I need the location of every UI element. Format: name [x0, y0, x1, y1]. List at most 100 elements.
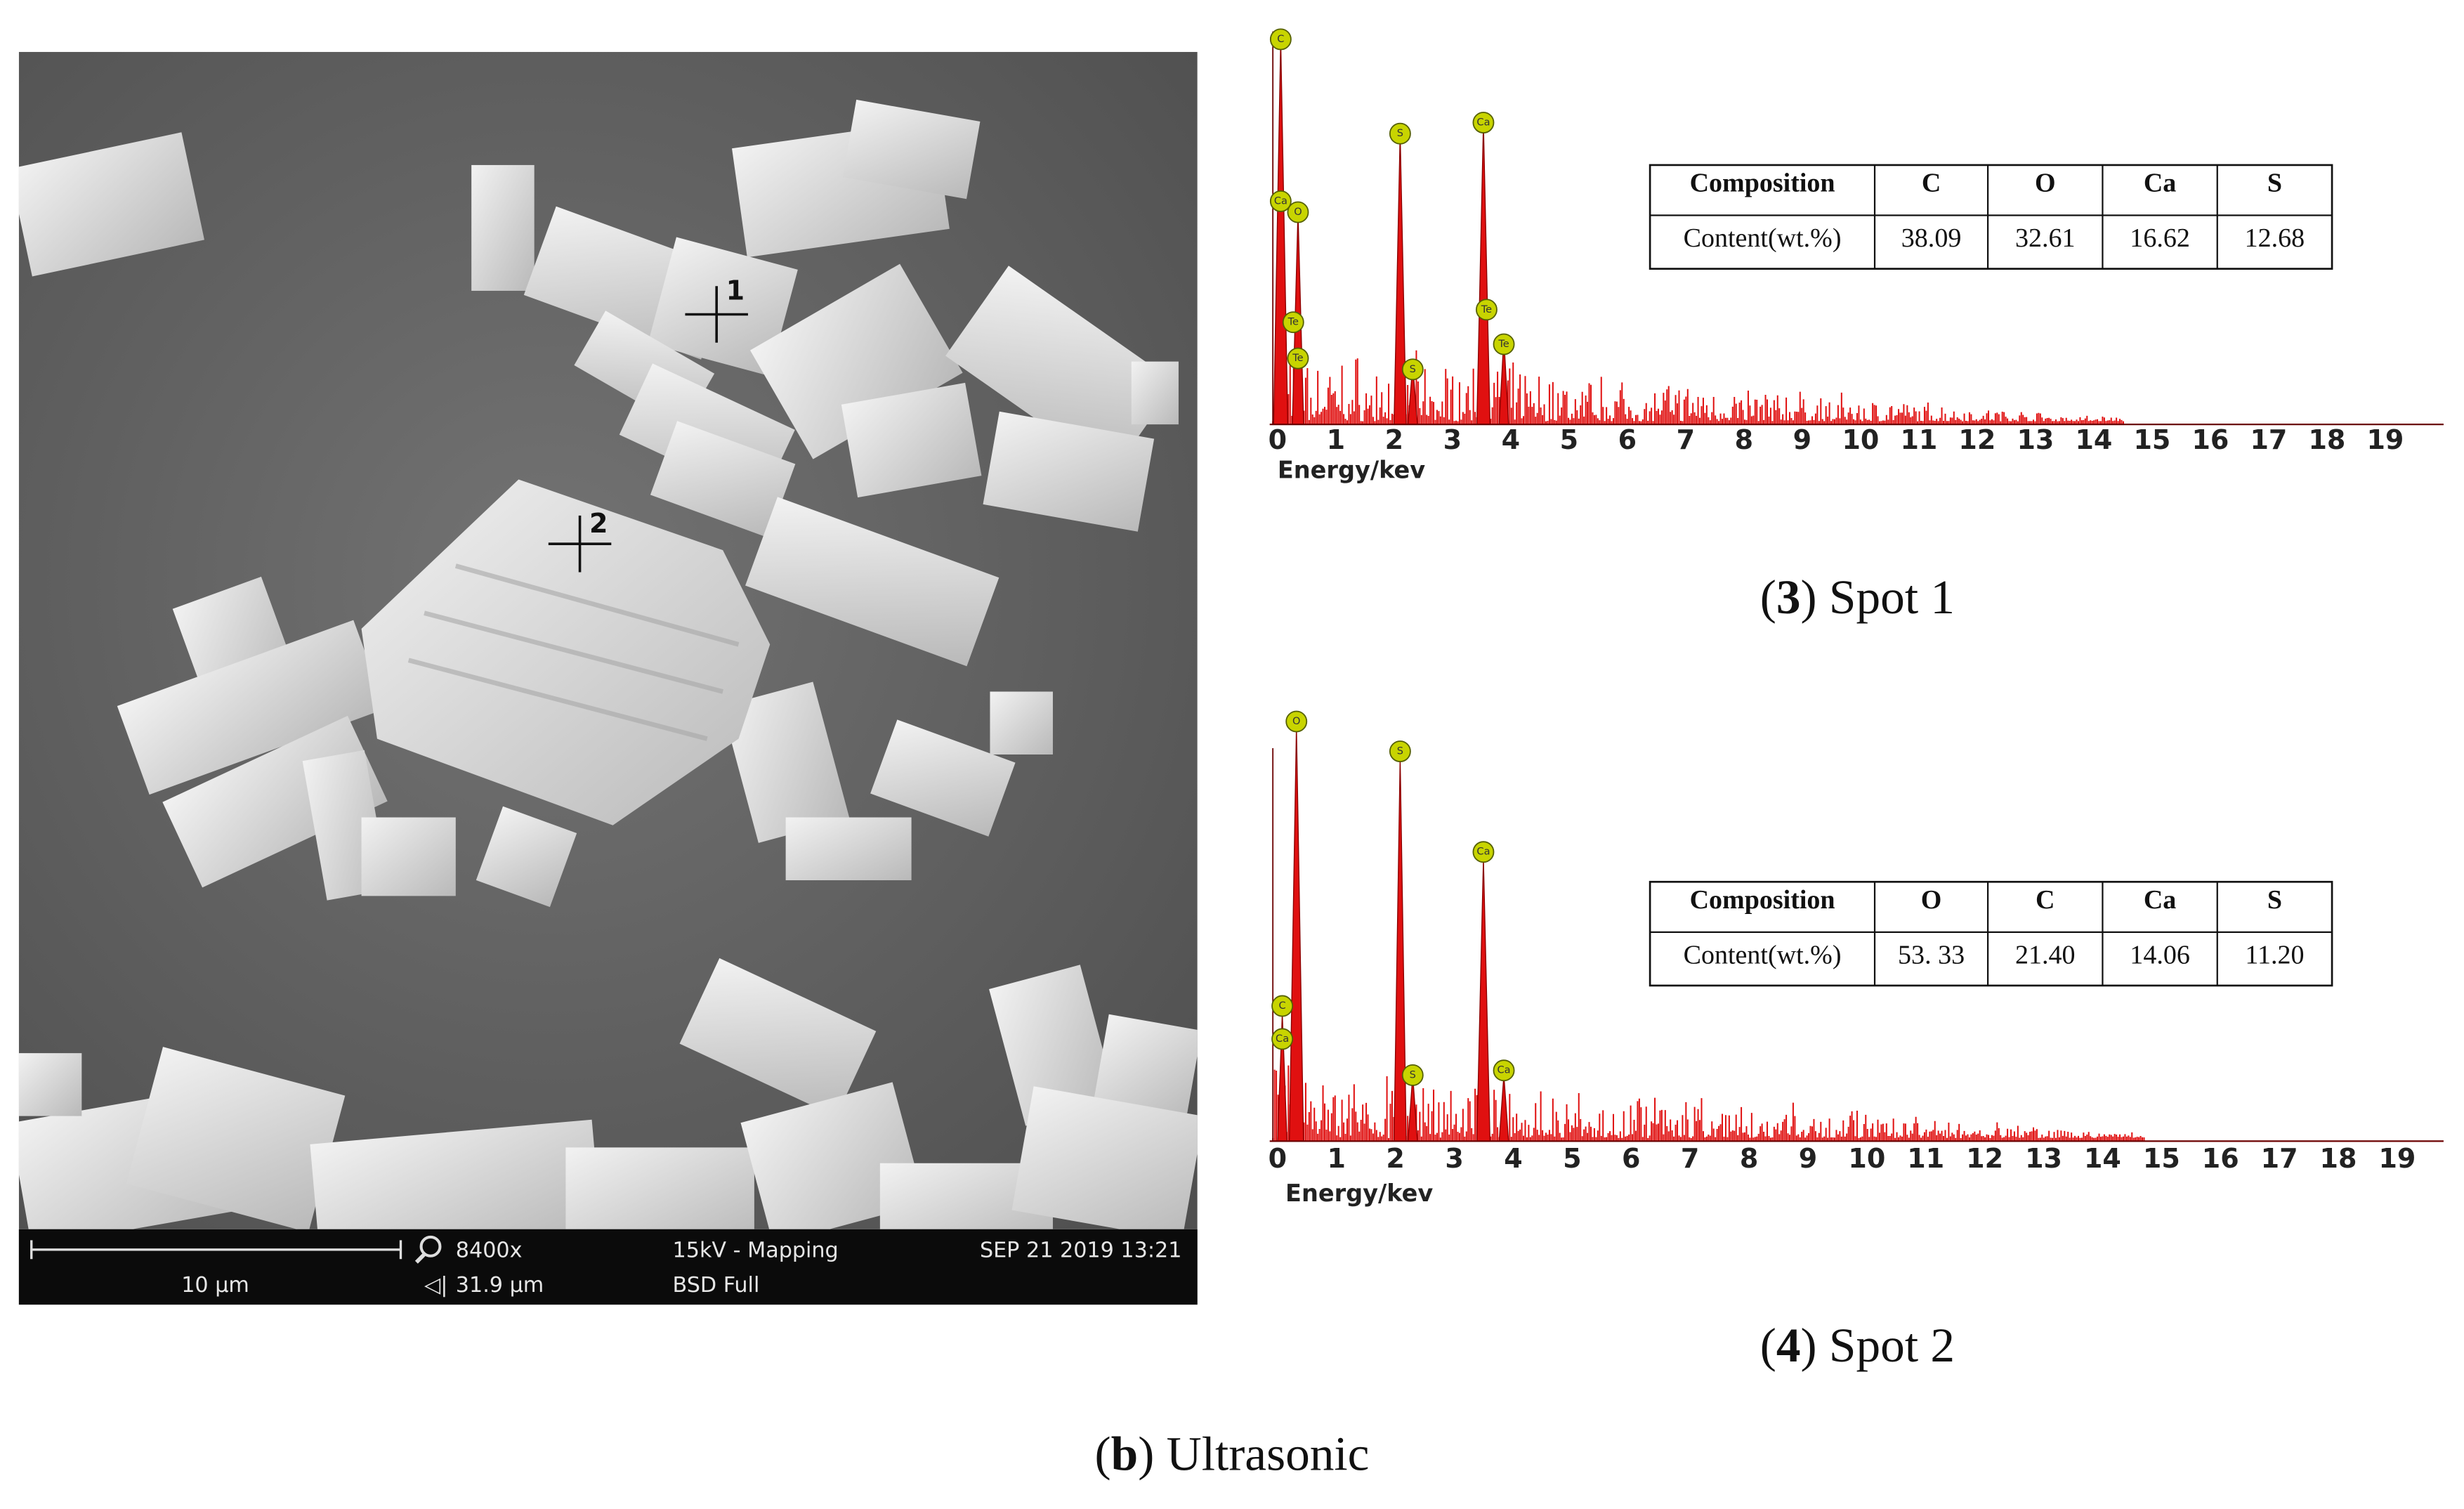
crystal — [1092, 1014, 1198, 1124]
table-cell: Content(wt.%) — [1684, 940, 1842, 969]
table-cell: 11.20 — [2245, 940, 2304, 969]
x-tick-label: 18 — [2308, 424, 2345, 455]
timestamp: SEP 21 2019 13:21 — [980, 1239, 1181, 1263]
crystal — [945, 266, 1177, 473]
peak-marker — [1389, 740, 1411, 762]
table-cell: 38.09 — [1901, 223, 1962, 253]
table-cell: 21.40 — [2015, 940, 2076, 969]
field-icon: ◁| — [424, 1273, 447, 1298]
caption: (4) Spot 2 — [1760, 1319, 1955, 1373]
x-tick-label: 0 — [1269, 1143, 1287, 1174]
spectrum-peak — [1273, 39, 1289, 425]
crosshair — [685, 286, 748, 343]
x-tick-label: 6 — [1618, 424, 1637, 455]
scale-label: 10 μm — [181, 1273, 249, 1298]
x-tick-label: 14 — [2075, 424, 2112, 455]
peak-label: Te — [1481, 304, 1492, 315]
table-cell: C — [1922, 169, 1941, 198]
crystal — [740, 1082, 925, 1229]
caption-part: ) Ultrasonic — [1138, 1427, 1369, 1481]
x-tick-label: 17 — [2250, 424, 2287, 455]
crystal — [310, 1119, 602, 1229]
sem-image: 12 — [18, 51, 1198, 1229]
table-cell: O — [1921, 885, 1942, 915]
crystal — [990, 691, 1053, 754]
peak-label: Ca — [1476, 117, 1490, 129]
x-tick-label: 13 — [2025, 1143, 2062, 1174]
caption-part: ) Spot 1 — [1800, 570, 1955, 625]
peak-marker — [1401, 1064, 1424, 1086]
peak-marker — [1472, 841, 1495, 863]
crystal — [117, 620, 386, 795]
peak-label: C — [1277, 34, 1284, 45]
peak-label: Ca — [1476, 847, 1490, 858]
x-tick-label: 12 — [1966, 1143, 2003, 1174]
x-tick-label: 3 — [1445, 1143, 1463, 1174]
crystal — [989, 965, 1117, 1126]
peak-marker — [1401, 358, 1424, 381]
peak-marker — [1282, 311, 1304, 334]
peak-marker — [1271, 1028, 1294, 1050]
peak-label: C — [1279, 1000, 1286, 1012]
x-tick-label: 7 — [1677, 424, 1695, 455]
field-width: 31.9 μm — [456, 1273, 544, 1298]
magnification: 8400x — [456, 1239, 523, 1263]
caption-part: ( — [1095, 1427, 1111, 1481]
peak-marker — [1493, 1059, 1515, 1082]
x-tick-label: 10 — [1842, 424, 1879, 455]
detector: BSD Full — [673, 1273, 760, 1298]
x-tick-label: 18 — [2320, 1143, 2357, 1174]
peak-label: Te — [1287, 317, 1299, 328]
crystal — [648, 237, 798, 377]
table-cell: 32.61 — [2015, 223, 2076, 253]
x-tick-label: 3 — [1443, 424, 1462, 455]
magnifier-handle — [414, 1253, 426, 1264]
peak-marker — [1271, 995, 1294, 1017]
crystal — [650, 421, 796, 538]
x-tick-label: 8 — [1740, 1143, 1758, 1174]
x-tick-label: 12 — [1958, 424, 1996, 455]
x-tick-label: 1 — [1327, 424, 1345, 455]
axis-label: Energy/kev — [1285, 1180, 1433, 1207]
crystal — [721, 681, 850, 843]
peak-label: S — [1410, 1069, 1416, 1080]
peak-label: S — [1397, 128, 1403, 139]
table-cell: 12.68 — [2245, 223, 2305, 253]
spectrum-peak — [1393, 133, 1407, 425]
peak-marker — [1287, 347, 1309, 370]
crystal — [870, 719, 1016, 837]
peak-marker — [1475, 299, 1498, 321]
crystal — [841, 382, 982, 498]
crystal — [679, 958, 877, 1117]
table-border — [1649, 164, 2333, 270]
peak-marker — [1269, 190, 1292, 212]
crystal — [126, 1047, 346, 1229]
crystal — [1011, 1086, 1198, 1229]
x-tick-label: 14 — [2084, 1143, 2121, 1174]
x-tick-label: 9 — [1793, 424, 1811, 455]
peak-label: Te — [1498, 339, 1509, 350]
x-tick-label: 10 — [1848, 1143, 1885, 1174]
crystal — [785, 817, 912, 880]
crystal — [361, 817, 456, 896]
x-tick-label: 0 — [1269, 424, 1287, 455]
x-tick-label: 9 — [1799, 1143, 1817, 1174]
table-cell: Composition — [1690, 885, 1835, 915]
x-tick-label: 8 — [1735, 424, 1753, 455]
mode: 15kV - Mapping — [673, 1239, 839, 1263]
table-cell: 14.06 — [2130, 940, 2190, 969]
table-cell: Ca — [2144, 169, 2176, 198]
figure-caption: (b) Ultrasonic — [1095, 1427, 1370, 1481]
table-border — [1649, 880, 2333, 987]
peak-marker — [1493, 333, 1515, 355]
crystal — [565, 1147, 754, 1229]
spectrum-peak — [1476, 122, 1491, 425]
x-tick-label: 15 — [2133, 424, 2170, 455]
peak-marker — [1472, 112, 1495, 133]
crystal — [983, 411, 1155, 532]
table-cell: 16.62 — [2130, 223, 2190, 253]
peak-marker — [1287, 201, 1309, 223]
